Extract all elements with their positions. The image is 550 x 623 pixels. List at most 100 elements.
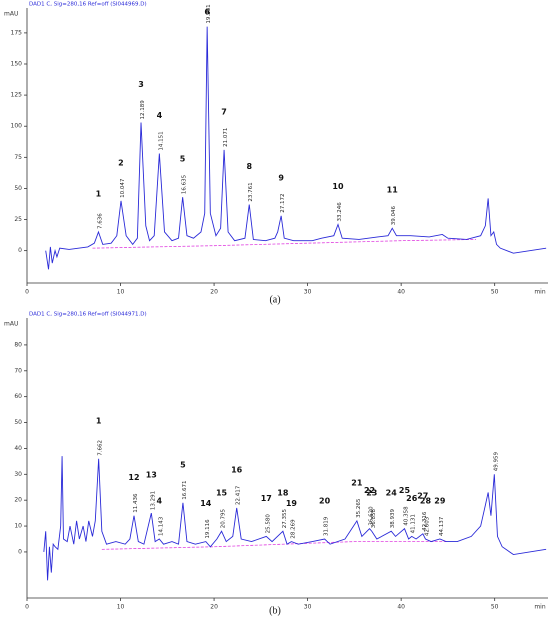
peak-number: 5: [180, 155, 186, 164]
y-axis-unit: mAU: [4, 11, 18, 18]
signal-trace: [43, 456, 547, 581]
x-tick-label: 10: [117, 604, 125, 611]
y-tick-label: 100: [11, 123, 23, 130]
retention-time-label: 21.071: [223, 128, 229, 147]
peak-number: 27: [417, 491, 428, 500]
retention-time-label: 49.959: [493, 452, 499, 472]
retention-time-label: 44.137: [439, 516, 445, 536]
baseline-trace: [92, 239, 476, 249]
x-tick-label: 30: [304, 289, 312, 296]
peak-number: 29: [434, 496, 446, 505]
retention-time-label: 16.635: [182, 174, 188, 194]
retention-time-label: 19.261: [206, 4, 212, 23]
peak-number: 11: [387, 186, 399, 195]
peak-number: 19: [286, 499, 298, 508]
retention-time-label: 28.269: [290, 519, 296, 539]
x-tick-label: 20: [210, 289, 218, 296]
retention-time-label: 12.189: [140, 100, 146, 120]
peak-number: 4: [157, 111, 163, 120]
y-tick-label: 10: [14, 523, 22, 530]
y-tick-label: 20: [14, 497, 22, 504]
retention-time-label: 22.417: [236, 485, 242, 505]
baseline-trace: [101, 541, 448, 550]
retention-time-label: 38.939: [390, 508, 396, 528]
retention-time-label: 25.580: [265, 514, 271, 534]
x-tick-label: 10: [117, 289, 125, 296]
panel-caption: (a): [269, 294, 280, 305]
y-tick-label: 25: [14, 216, 22, 223]
y-tick-label: 50: [14, 419, 22, 426]
peak-number: 25: [399, 486, 411, 495]
y-axis-unit: mAU: [4, 321, 18, 328]
chart-panel: DAD1 C, Sig=280,16 Ref=off (SI044969.D) m…: [4, 2, 548, 305]
y-tick-label: 60: [14, 393, 22, 400]
retention-time-label: 40.358: [403, 506, 409, 526]
y-tick-label: 40: [14, 445, 22, 452]
peak-number: 14: [200, 499, 212, 508]
x-tick-label: 30: [304, 604, 312, 611]
retention-time-label: 11.436: [133, 493, 139, 513]
retention-time-label: 16.671: [182, 481, 188, 500]
peak-number: 2: [118, 158, 124, 167]
plot-area: [43, 456, 547, 581]
peak-number: 28: [420, 496, 432, 505]
peak-number: 1: [96, 189, 102, 198]
chart-header: DAD1 C, Sig=280,16 Ref=off (SI044969.D): [29, 2, 147, 8]
y-tick-label: 150: [11, 60, 23, 67]
retention-time-label: 14.143: [158, 516, 164, 536]
retention-time-label: 42.316: [422, 511, 428, 531]
peak-number: 16: [231, 465, 243, 474]
retention-time-label: 7.636: [97, 213, 103, 229]
y-tick-label: 0: [18, 548, 22, 555]
panel-caption: (b): [269, 605, 281, 616]
retention-time-label: 10.047: [120, 178, 126, 198]
y-tick-label: 30: [14, 471, 22, 478]
retention-time-label: 19.116: [205, 519, 211, 539]
peak-number: 7: [221, 107, 227, 116]
peak-number: 24: [386, 489, 398, 498]
peak-number: 23: [366, 489, 377, 498]
peak-number: 1: [96, 416, 102, 425]
peak-number: 26: [406, 494, 418, 503]
chart-header: DAD1 C, Sig=280,16 Ref=off (SI044971.D): [29, 312, 147, 318]
retention-time-label: 23.761: [248, 182, 254, 201]
x-tick-label: 40: [397, 289, 405, 296]
retention-time-label: 31.819: [324, 516, 330, 536]
signal-trace: [45, 26, 547, 270]
x-tick-label: 50: [491, 604, 499, 611]
x-tick-label: 0: [25, 289, 29, 296]
y-tick-label: 80: [14, 341, 22, 348]
y-tick-label: 50: [14, 185, 22, 192]
retention-time-label: 14.151: [158, 131, 164, 150]
x-axis-unit: min: [534, 289, 546, 296]
peak-number: 15: [216, 489, 228, 498]
x-axis-unit: min: [534, 604, 546, 611]
retention-time-label: 27.355: [282, 508, 288, 528]
peak-number: 13: [146, 471, 157, 480]
retention-time-label: 39.046: [391, 206, 397, 226]
retention-time-label: 20.795: [221, 508, 227, 528]
retention-time-label: 41.131: [411, 514, 417, 533]
retention-time-label: 7.662: [98, 440, 104, 456]
y-tick-label: 175: [11, 29, 23, 36]
retention-time-label: 33.246: [337, 202, 343, 222]
peak-number: 10: [332, 182, 344, 191]
peak-number: 9: [278, 173, 284, 182]
peak-number: 3: [138, 80, 144, 89]
retention-time-label: 36.858: [371, 508, 377, 528]
plot-area: [45, 26, 547, 270]
y-tick-label: 125: [11, 92, 23, 99]
x-tick-label: 40: [397, 604, 405, 611]
peak-number: 20: [319, 496, 331, 505]
peak-number: 5: [180, 460, 186, 469]
peak-number: 22: [364, 486, 375, 495]
x-tick-label: 0: [25, 604, 29, 611]
retention-time-label: 27.172: [280, 194, 286, 213]
y-tick-label: 70: [14, 367, 22, 374]
x-tick-label: 50: [491, 289, 499, 296]
y-tick-label: 75: [14, 154, 22, 161]
x-tick-label: 20: [210, 604, 218, 611]
y-tick-label: 0: [18, 247, 22, 254]
retention-time-label: 13.291: [150, 491, 156, 510]
